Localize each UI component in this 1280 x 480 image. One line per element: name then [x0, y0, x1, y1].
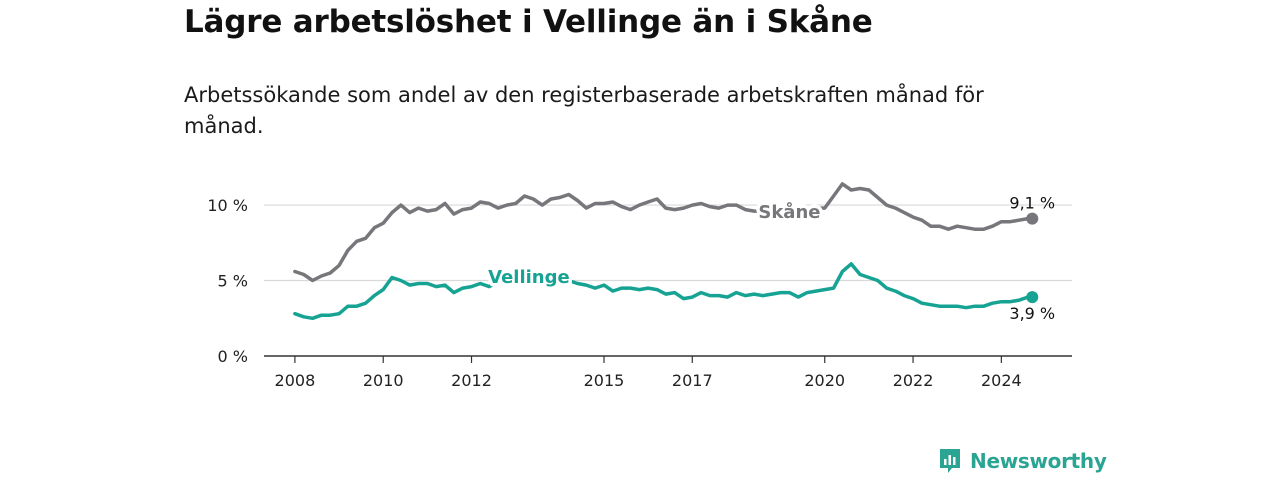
- brand-name: Newsworthy: [970, 449, 1107, 473]
- x-tick-label: 2022: [893, 371, 934, 390]
- x-tick-label: 2008: [275, 371, 316, 390]
- x-tick-label: 2010: [363, 371, 404, 390]
- y-tick-label: 10 %: [207, 196, 248, 215]
- series-end-label: 9,1 %: [1009, 194, 1055, 213]
- brand: Newsworthy: [938, 448, 1107, 474]
- chart-subtitle: Arbetssökande som andel av den registerb…: [184, 83, 984, 138]
- newsworthy-logo-icon: [940, 449, 960, 473]
- series-label: Vellinge: [488, 267, 570, 288]
- x-tick-label: 2017: [672, 371, 713, 390]
- series-end-label: 3,9 %: [1009, 304, 1055, 323]
- series-line-vellinge: [293, 262, 1035, 321]
- series-end-point: [1026, 212, 1039, 225]
- series-label-halo: Skåne: [758, 201, 820, 223]
- y-tick-label: 0 %: [218, 347, 248, 366]
- series-label-halo: Vellinge: [488, 267, 570, 288]
- x-tick-label: 2024: [981, 371, 1022, 390]
- series-label: Skåne: [758, 201, 820, 223]
- series-end-point: [1026, 291, 1039, 304]
- x-tick-label: 2012: [451, 371, 492, 390]
- series-line-sk-ne: [293, 182, 1035, 283]
- chart-title: Lägre arbetslöshet i Vellinge än i Skåne: [184, 4, 873, 40]
- y-tick-label: 5 %: [218, 272, 248, 291]
- x-tick-label: 2020: [804, 371, 845, 390]
- x-tick-label: 2015: [584, 371, 625, 390]
- line-chart: 0 % 5 % 10 % 2008 2010 2012 2015 2017 2020 2022 20…: [207, 182, 1072, 390]
